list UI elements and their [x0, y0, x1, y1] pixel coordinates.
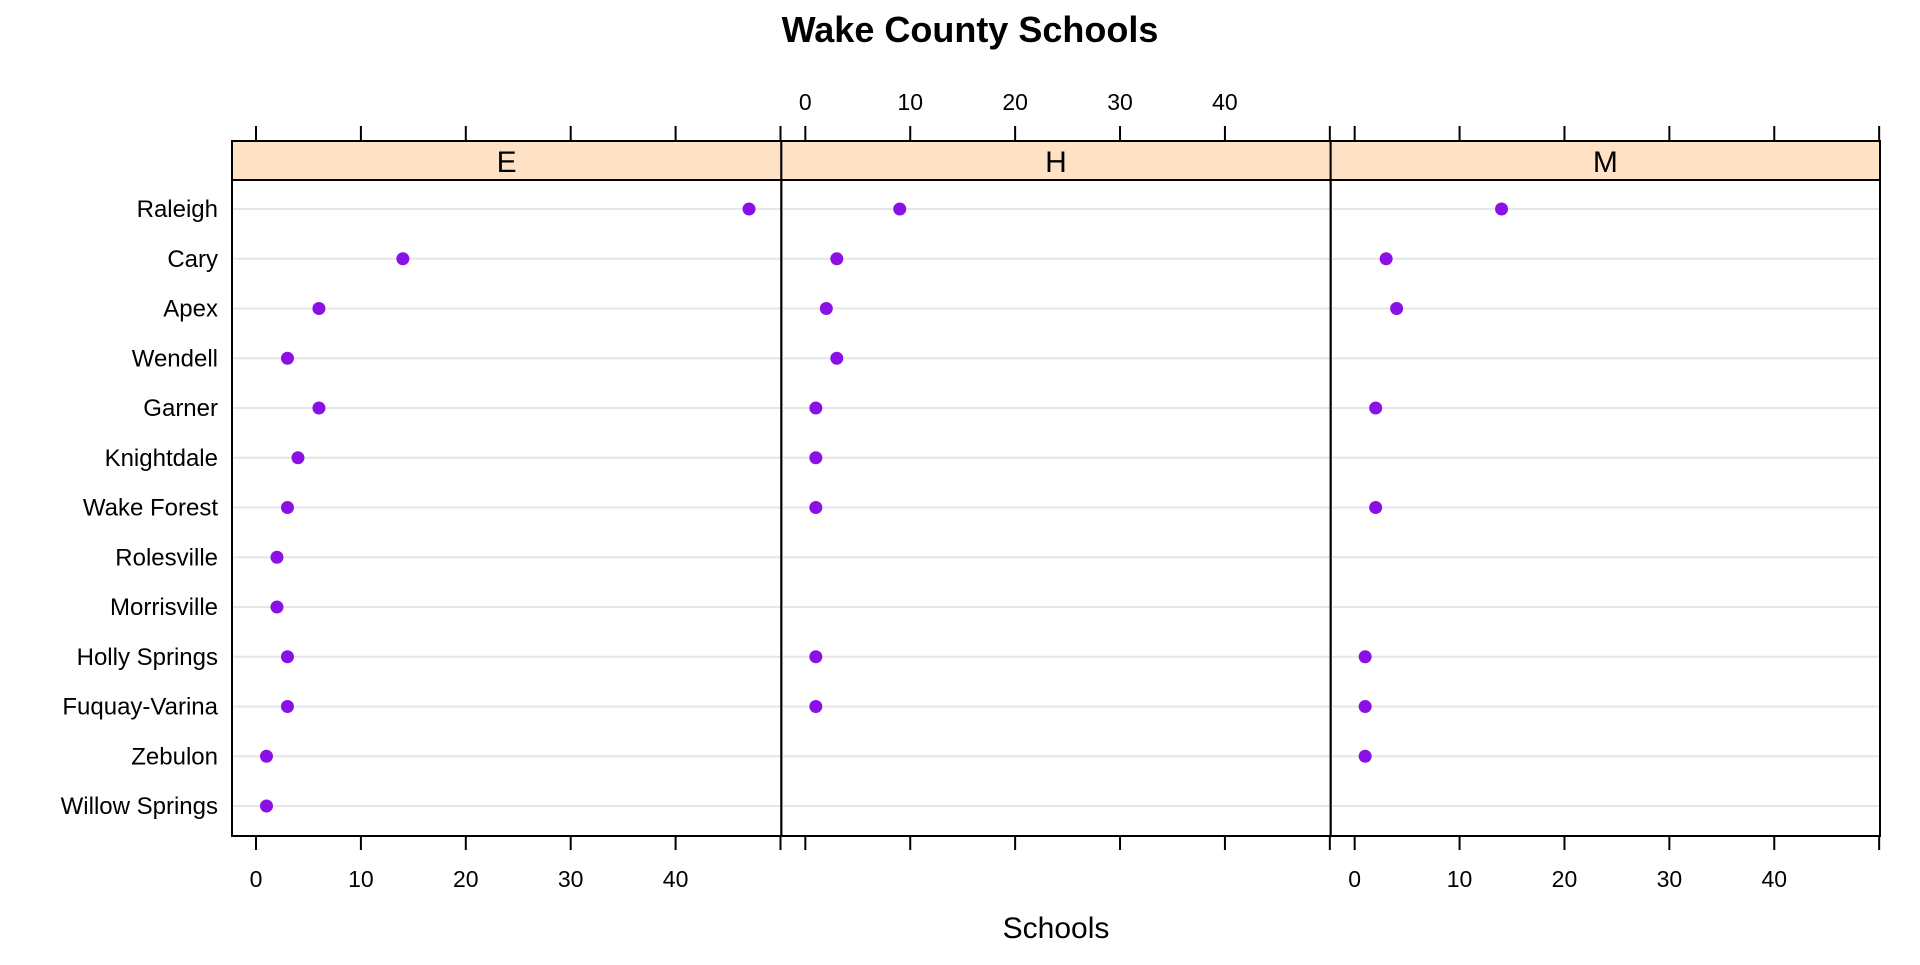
data-point-E	[742, 202, 756, 216]
x-tick-label-bottom: 20	[453, 866, 479, 892]
data-point-H	[830, 351, 844, 365]
data-point-E	[312, 302, 326, 315]
chart-title: Wake County Schools	[782, 9, 1159, 50]
data-point-E	[280, 501, 294, 514]
x-tick-label-top: 40	[1212, 89, 1238, 115]
strip-label-E: E	[497, 146, 517, 179]
x-tick-label-bottom: 30	[1657, 866, 1683, 892]
x-tick-label-bottom: 0	[250, 866, 263, 892]
x-tick-label-top: 10	[897, 89, 923, 115]
x-tick-label-top: 20	[1002, 89, 1028, 115]
data-point-M	[1369, 401, 1383, 415]
x-tick-label-bottom: 30	[558, 866, 584, 892]
data-point-E	[312, 401, 326, 415]
category-label: Morrisville	[110, 594, 218, 621]
data-point-M	[1390, 302, 1404, 315]
data-point-E	[259, 749, 273, 763]
x-tick-label-bottom: 40	[663, 866, 689, 892]
x-tick-label-top: 0	[799, 89, 812, 115]
x-tick-label-bottom: 0	[1348, 866, 1361, 892]
x-tick-label-bottom: 10	[348, 866, 374, 892]
data-point-E	[396, 252, 410, 266]
data-point-H	[809, 700, 823, 713]
data-point-H	[809, 401, 823, 415]
data-point-E	[291, 451, 305, 465]
data-point-E	[280, 700, 294, 713]
category-label: Holly Springs	[77, 644, 218, 671]
data-point-H	[893, 202, 907, 216]
x-axis-label: Schools	[1003, 912, 1110, 945]
data-point-M	[1495, 202, 1509, 216]
data-point-M	[1379, 252, 1393, 266]
category-label: Apex	[163, 296, 218, 323]
data-point-H	[809, 501, 823, 514]
category-label: Cary	[167, 246, 218, 273]
category-label: Raleigh	[137, 196, 218, 223]
data-point-E	[270, 600, 284, 614]
x-tick-label-bottom: 10	[1447, 866, 1473, 892]
strip-M	[1329, 140, 1881, 181]
data-point-H	[809, 451, 823, 465]
data-point-H	[819, 302, 833, 315]
category-label: Knightdale	[105, 445, 218, 472]
category-label: Fuquay-Varina	[62, 694, 218, 721]
category-label: Willow Springs	[61, 793, 218, 820]
data-point-M	[1358, 700, 1372, 713]
panel-frame-M	[1329, 179, 1881, 837]
strip-label-M: M	[1593, 146, 1618, 179]
x-tick-label-bottom: 40	[1761, 866, 1787, 892]
strip-label-H: H	[1045, 146, 1067, 179]
plot-layer: E H M Raleigh Cary Apex Wendell Garner Knightdal…	[61, 89, 1881, 892]
data-point-E	[280, 351, 294, 365]
data-point-M	[1358, 749, 1372, 763]
x-tick-label-top: 30	[1107, 89, 1133, 115]
data-point-M	[1358, 650, 1372, 664]
category-label: Wake Forest	[83, 495, 218, 522]
data-point-E	[270, 550, 284, 564]
data-point-E	[280, 650, 294, 664]
category-label: Garner	[143, 395, 218, 422]
x-tick-label-bottom: 20	[1552, 866, 1578, 892]
category-label: Wendell	[132, 345, 218, 372]
data-point-H	[809, 650, 823, 664]
data-point-M	[1369, 501, 1383, 514]
data-point-H	[830, 252, 844, 266]
category-label: Zebulon	[131, 743, 218, 770]
category-label: Rolesville	[115, 544, 218, 571]
data-point-E	[259, 799, 273, 813]
strip-E	[231, 140, 783, 181]
